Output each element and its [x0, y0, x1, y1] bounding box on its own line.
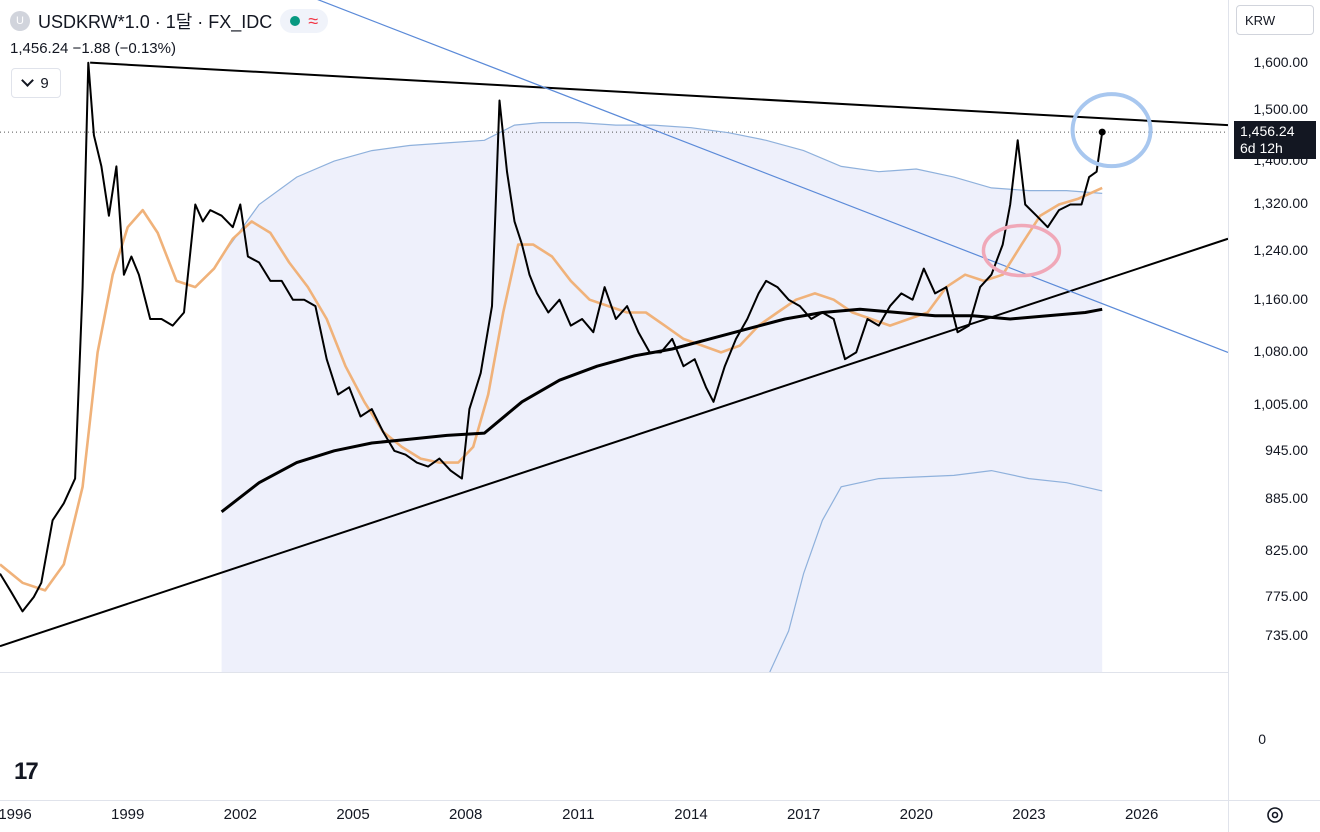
- trendline-support: [0, 237, 1229, 648]
- time-tick-label: 2005: [336, 806, 370, 823]
- last-price-dot: [1098, 128, 1106, 136]
- price-tick-label: 825.00: [1265, 541, 1308, 558]
- market-open-dot-icon: [290, 16, 301, 26]
- blue-circle: [1070, 92, 1153, 169]
- indicator-count: 9: [40, 74, 49, 92]
- band-lower-line: [769, 469, 1103, 673]
- price-tick-label: 735.00: [1265, 627, 1308, 644]
- time-tick-label: 2020: [899, 806, 933, 823]
- price-tick-label: 1,500.00: [1253, 101, 1309, 118]
- market-status-pill[interactable]: ≈: [280, 9, 329, 33]
- chart-header: U USDKRW*1.0 · 1달 · FX_IDC ≈: [10, 8, 329, 34]
- last-price-label: 1,456.24 6d 12h: [1234, 121, 1316, 159]
- band-fill: [221, 122, 1103, 673]
- settings-icon[interactable]: [1264, 804, 1286, 826]
- price-tick-label: 1,005.00: [1253, 396, 1309, 413]
- price-tick-label: 885.00: [1265, 490, 1308, 507]
- tradingview-logo-icon[interactable]: 17: [14, 758, 39, 785]
- time-tick-label: 2026: [1124, 806, 1159, 823]
- chevron-down-icon: [21, 74, 35, 87]
- price-tick-label: 775.00: [1265, 587, 1308, 604]
- indicators-toggle-button[interactable]: 9: [11, 68, 61, 98]
- price-tick-label: 1,600.00: [1253, 53, 1309, 70]
- time-tick-label: 2011: [562, 806, 595, 823]
- symbol-badge: U: [10, 11, 30, 31]
- price-axis-separator: [1228, 0, 1229, 832]
- pane-separator[interactable]: [0, 672, 1228, 673]
- price-tick-label: 1,080.00: [1253, 343, 1309, 360]
- price-tick-label: 945.00: [1265, 441, 1308, 458]
- time-tick-label: 2002: [223, 806, 258, 823]
- time-tick-label: 2014: [674, 806, 708, 823]
- moving-average-orange-line: [0, 186, 1103, 592]
- red-circle: [981, 223, 1062, 278]
- time-tick-label: 2023: [1012, 806, 1046, 823]
- price-line: [0, 61, 1104, 613]
- secondary-pane-tick-label: 0: [1258, 731, 1266, 747]
- currency-selector[interactable]: KRW: [1236, 5, 1314, 35]
- trendline-resistance: [90, 61, 1229, 127]
- time-tick-label: 1999: [110, 806, 145, 823]
- bar-countdown: 6d 12h: [1240, 140, 1283, 156]
- time-tick-label: 1996: [0, 806, 32, 823]
- time-tick-label: 2017: [786, 806, 821, 823]
- time-tick-label: 2008: [448, 806, 483, 823]
- price-change: 1,456.24 −1.88 (−0.13%): [10, 40, 176, 57]
- price-tick-label: 1,240.00: [1253, 241, 1309, 258]
- last-price-value: 1,456.24: [1240, 123, 1295, 139]
- status-wave-icon: ≈: [308, 11, 319, 31]
- price-tick-label: 1,320.00: [1253, 195, 1309, 212]
- trendline-descending-blue: [317, 0, 1229, 353]
- time-axis-separator: [0, 800, 1320, 801]
- price-tick-label: 1,160.00: [1253, 290, 1309, 307]
- symbol-title[interactable]: USDKRW*1.0 · 1달 · FX_IDC: [38, 12, 273, 32]
- band-upper-line: [221, 121, 1103, 257]
